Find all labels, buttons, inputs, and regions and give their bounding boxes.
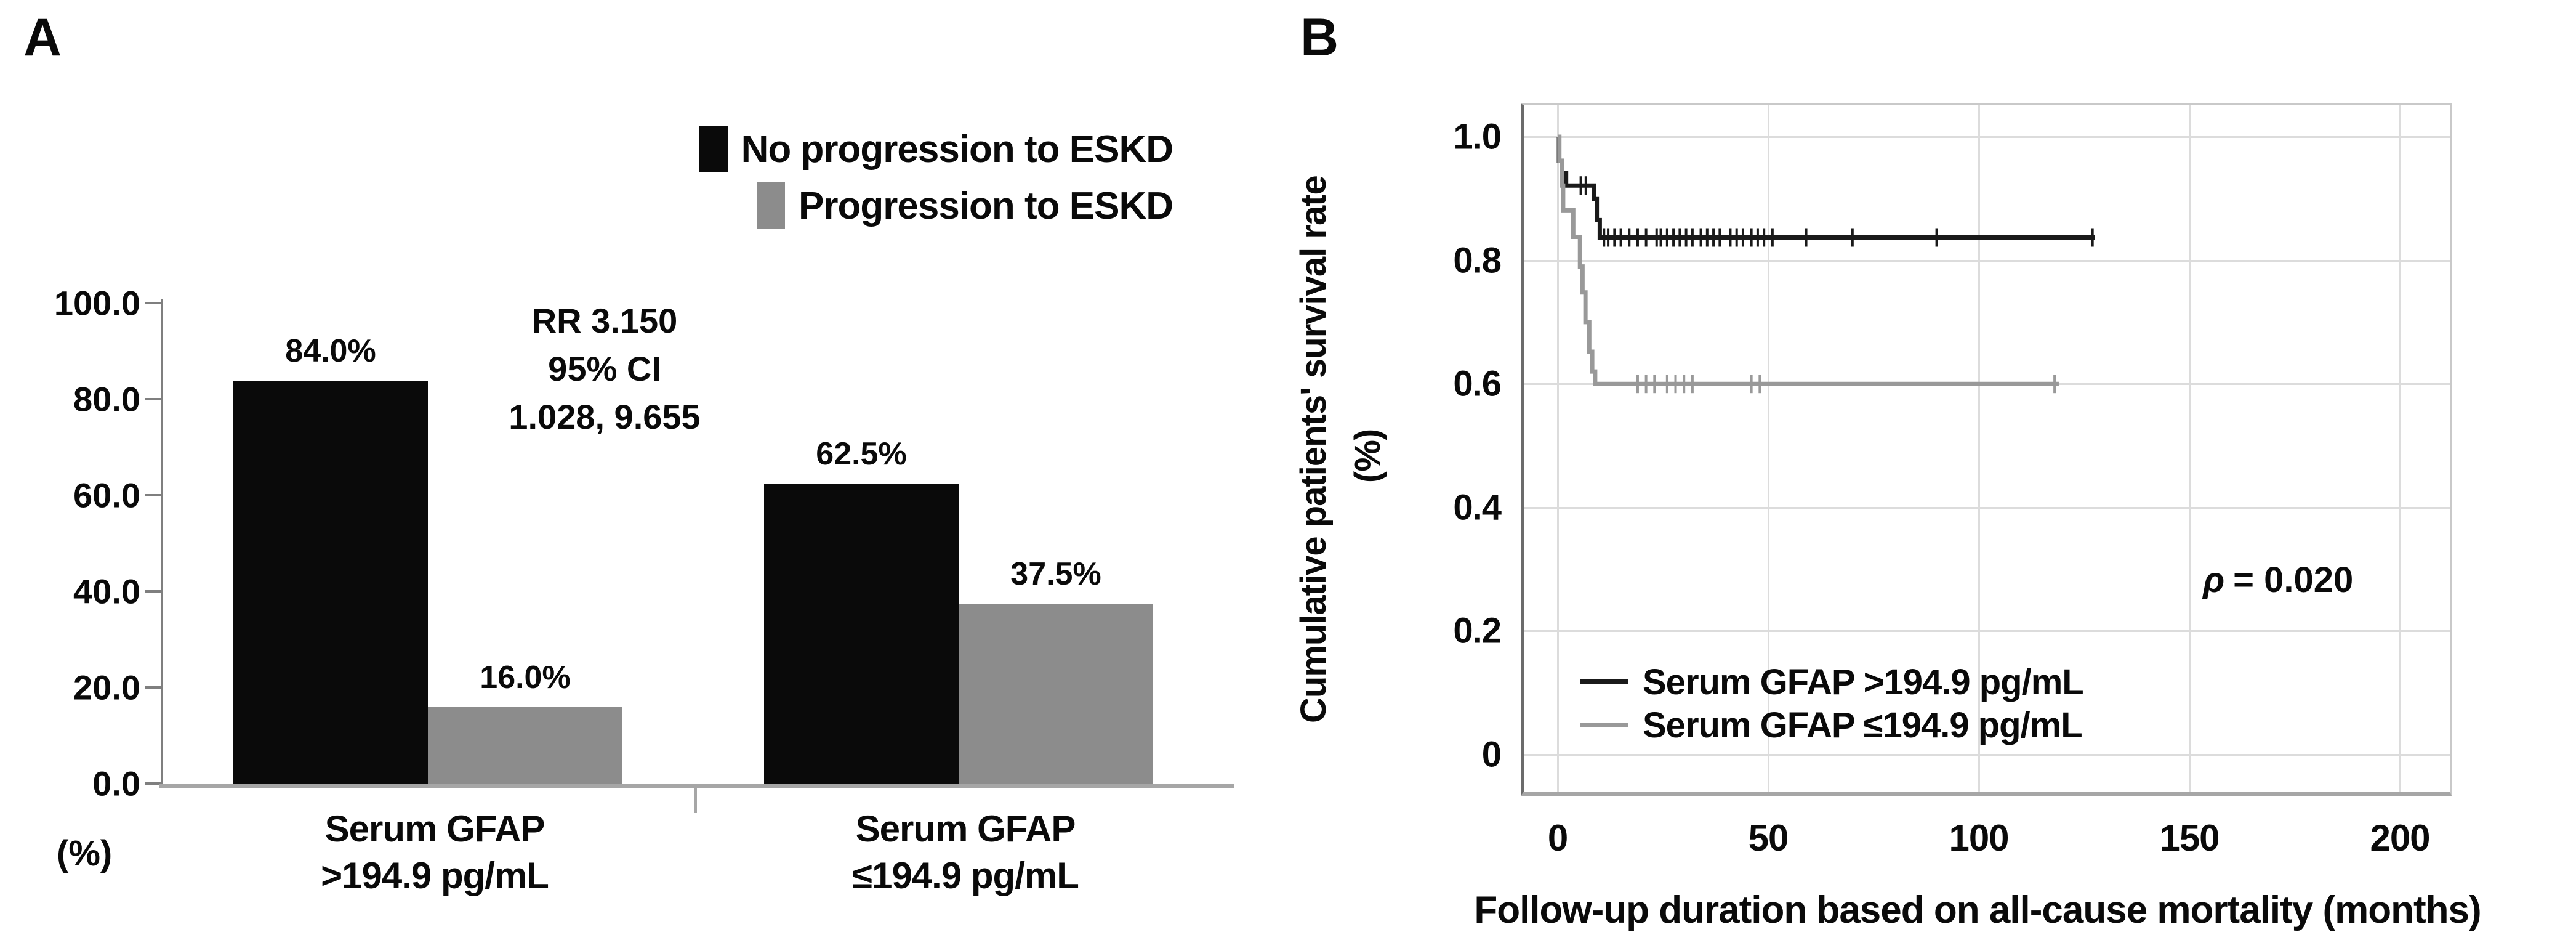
km-curve-gfap-low: [1557, 134, 2059, 386]
b-horizontal-gridline: [1521, 506, 2452, 509]
a-y-tick-mark: [145, 494, 161, 496]
no-progression-swatch-icon: [699, 126, 728, 172]
a-y-tick-label: 0.0: [92, 764, 140, 803]
b-horizontal-gridline: [1521, 754, 2452, 756]
b-y-tick-label: 1.0: [1453, 116, 1502, 157]
ci-range-line: 1.028, 9.655: [509, 397, 701, 436]
a-y-tick-mark: [145, 686, 161, 689]
b-vertical-gridline: [1768, 103, 1769, 796]
legend-item-progression: Progression to ESKD: [757, 180, 1173, 232]
p-number: = 0.020: [2233, 560, 2354, 600]
a-y-tick-label: 20.0: [73, 668, 140, 707]
panel-b-label: B: [1300, 8, 1339, 67]
a-y-tick-label: 60.0: [73, 476, 140, 515]
a-y-axis-unit: (%): [57, 833, 113, 873]
rr-annotation: RR 3.150 95% CI 1.028, 9.655: [509, 297, 700, 441]
category-line2: ≤194.9 pg/mL: [852, 855, 1079, 896]
bar-value-label: 84.0%: [285, 333, 376, 369]
b-y-tick-label: 0.2: [1453, 610, 1502, 651]
bar-progression-group2: [959, 604, 1153, 784]
b-vertical-gridline: [2189, 103, 2191, 796]
a-y-tick-label: 80.0: [73, 379, 140, 419]
bar-value-label: 16.0%: [480, 660, 571, 695]
km-curve-gfap-high: [1556, 134, 2095, 240]
b-x-tick-label: 100: [1949, 817, 2009, 859]
a-y-tick-mark: [145, 398, 161, 400]
bar-no-progression-group1: [233, 381, 428, 784]
ci-line: 95% CI: [548, 349, 661, 388]
b-x-tick-label: 150: [2159, 817, 2220, 859]
bar-no-progression-group2: [764, 484, 959, 784]
category-label-gfap-low: Serum GFAP ≤194.9 pg/mL: [852, 806, 1079, 899]
black-line-swatch-icon: [1580, 679, 1628, 684]
bar-value-label: 37.5%: [1010, 556, 1101, 592]
b-legend-label: Serum GFAP ≤194.9 pg/mL: [1643, 705, 2083, 745]
category-line2: >194.9 pg/mL: [321, 855, 549, 896]
b-legend-label: Serum GFAP >194.9 pg/mL: [1643, 662, 2084, 702]
b-legend-item-gfap-high: Serum GFAP >194.9 pg/mL: [1580, 660, 2084, 703]
a-x-axis-mid-tick: [694, 786, 697, 813]
p-value-annotation: ρ = 0.020: [2203, 559, 2353, 601]
b-y-tick-label: 0: [1481, 734, 1502, 775]
bar-value-label: 62.5%: [816, 436, 907, 472]
category-line1: Serum GFAP: [855, 808, 1076, 849]
a-y-tick-mark: [145, 302, 161, 304]
a-y-tick-mark: [145, 782, 161, 785]
p-symbol: ρ: [2203, 560, 2225, 600]
b-vertical-gridline: [1978, 103, 1980, 796]
category-label-gfap-high: Serum GFAP >194.9 pg/mL: [321, 806, 549, 899]
a-y-tick-mark: [145, 590, 161, 593]
b-x-tick-label: 0: [1547, 817, 1568, 859]
legend-label: No progression to ESKD: [741, 128, 1173, 171]
a-y-axis-line: [161, 299, 163, 787]
b-vertical-gridline: [1557, 103, 1559, 796]
b-x-tick-label: 50: [1748, 817, 1789, 859]
b-vertical-gridline: [2399, 103, 2401, 796]
category-line1: Serum GFAP: [324, 808, 545, 849]
a-x-axis-line: [159, 784, 1234, 788]
b-x-tick-label: 200: [2370, 817, 2430, 859]
b-horizontal-gridline: [1521, 630, 2452, 633]
b-y-tick-label: 0.8: [1453, 240, 1502, 281]
legend-label: Progression to ESKD: [799, 184, 1173, 227]
rr-line: RR 3.150: [531, 301, 678, 340]
b-legend-item-gfap-low: Serum GFAP ≤194.9 pg/mL: [1580, 703, 2083, 747]
b-horizontal-gridline: [1521, 136, 2452, 138]
b-x-axis-title: Follow-up duration based on all-cause mo…: [1474, 889, 2481, 931]
b-horizontal-gridline: [1521, 259, 2452, 262]
progression-swatch-icon: [757, 182, 785, 229]
b-plot-frame: [1521, 103, 2452, 796]
a-y-tick-label: 40.0: [73, 572, 140, 611]
legend-item-no-progression: No progression to ESKD: [699, 123, 1173, 175]
b-y-tick-label: 0.6: [1453, 363, 1502, 404]
panel-a-label: A: [23, 8, 62, 67]
gray-line-swatch-icon: [1580, 723, 1628, 727]
b-y-tick-label: 0.4: [1453, 487, 1502, 528]
a-y-tick-label: 100.0: [54, 283, 140, 323]
bar-progression-group1: [428, 707, 622, 784]
